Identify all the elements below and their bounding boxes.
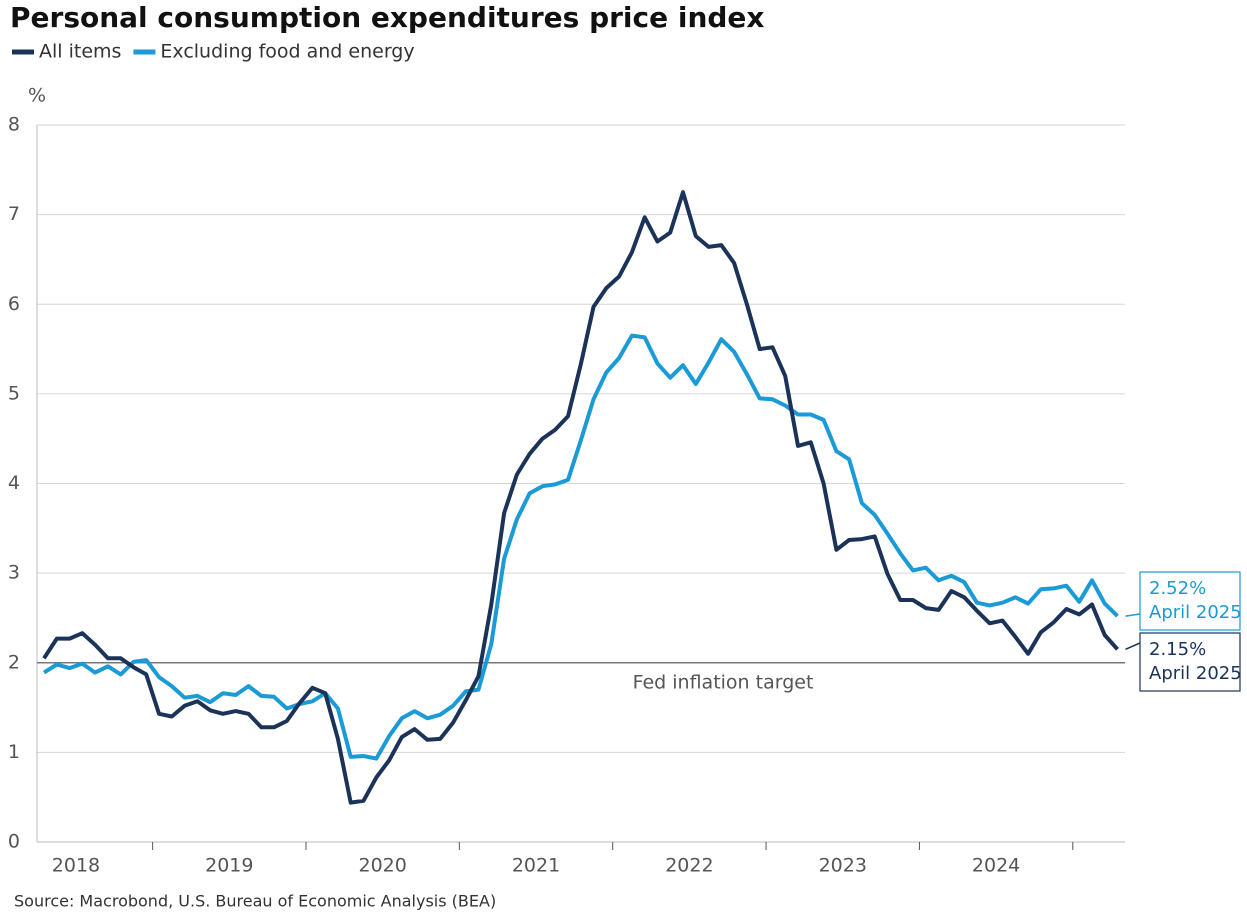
series-line: [42, 333, 1119, 761]
x-tick-label: 2019: [205, 855, 253, 877]
callout-value: 2.15%: [1149, 639, 1206, 660]
series-line: [42, 190, 1119, 805]
callout-pointer: [1125, 613, 1141, 617]
x-tick-label: 2021: [512, 855, 560, 877]
callout-pointer: [1125, 642, 1141, 650]
legend-label: Excluding food and energy: [160, 41, 414, 63]
x-tick-label: 2020: [358, 855, 406, 877]
y-tick-label: 1: [8, 741, 20, 763]
chart-title: Personal consumption expenditures price …: [10, 1, 764, 34]
callout-box: [1139, 571, 1241, 631]
x-tick-label: 2024: [972, 855, 1020, 877]
callout-date: April 2025: [1149, 663, 1242, 684]
y-tick-label: 0: [8, 831, 20, 853]
y-tick-label: 5: [8, 382, 20, 404]
y-tick-label: 2: [8, 651, 20, 673]
x-tick-label: 2023: [819, 855, 867, 877]
x-tick-label: 2022: [665, 855, 713, 877]
y-axis-label: %: [28, 85, 46, 107]
y-tick-label: 8: [8, 114, 20, 136]
y-tick-label: 7: [8, 203, 20, 225]
y-tick-label: 4: [8, 472, 20, 494]
callout-value: 2.52%: [1149, 578, 1206, 599]
callout-box: [1139, 632, 1241, 692]
y-tick-label: 3: [8, 562, 20, 584]
source: Source: Macrobond, U.S. Bureau of Econom…: [14, 892, 496, 911]
reference-label: Fed inflation target: [633, 671, 814, 693]
legend-label: All items: [39, 41, 121, 63]
x-tick-label: 2018: [52, 855, 100, 877]
y-tick-label: 6: [8, 293, 20, 315]
callout-date: April 2025: [1149, 602, 1242, 623]
